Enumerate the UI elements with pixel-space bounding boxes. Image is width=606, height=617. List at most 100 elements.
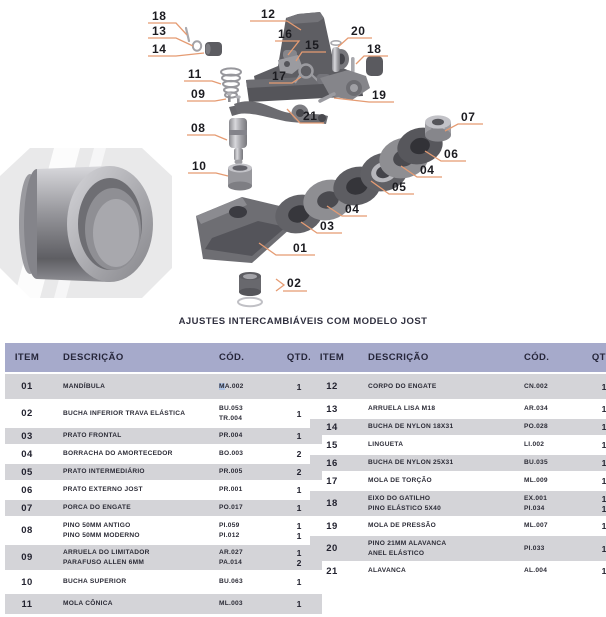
item-number: 15 — [326, 439, 338, 451]
part-code: CN.002 — [524, 382, 548, 390]
callout-10: 10 — [192, 159, 207, 173]
callout-08: 08 — [191, 121, 206, 135]
bushing-render — [19, 166, 153, 282]
item-number: 06 — [21, 484, 33, 496]
item-number: 03 — [21, 430, 33, 442]
metal-bushing-photo — [0, 146, 172, 300]
part-description: LINGUETA — [368, 441, 404, 448]
part-07-porca-engate — [425, 115, 451, 142]
part-description: ALAVANCA — [368, 567, 407, 574]
part-description: BUCHA SUPERIOR — [63, 578, 127, 585]
part-code: BO.003 — [219, 450, 244, 457]
table-row: 20 PINO 21MM ALAVANCA ANEL ELÁSTICO PI.0… — [310, 536, 606, 561]
part-qty: 1 — [296, 503, 302, 513]
exploded-view-diagram: 18 13 14 12 16 15 20 18 11 09 17 21 19 0… — [148, 7, 483, 308]
part-description: MOLA DE PRESSÃO — [368, 522, 436, 529]
part-description: MOLA CÔNICA — [63, 600, 113, 607]
item-number: 16 — [326, 457, 338, 469]
part-code: ML.007 — [524, 522, 548, 529]
table-header-row: ITEM DESCRIÇÃO CÓD. QTD. — [5, 343, 322, 372]
header-cod: CÓD. — [514, 343, 581, 372]
item-number: 12 — [326, 381, 338, 392]
part-qty: 1 — [601, 440, 606, 450]
callout-14: 14 — [152, 42, 167, 56]
part-description: BUCHA INFERIOR TRAVA ELÁSTICA — [63, 409, 186, 417]
part-description: PINO 21MM ALAVANCA ANEL ELÁSTICO — [368, 539, 447, 557]
part-description: BUCHA DE NYLON 18X31 — [368, 423, 454, 430]
part-description: CORPO DO ENGATE — [368, 382, 437, 390]
part-qty: 1 — [601, 422, 606, 432]
item-number: 20 — [326, 543, 338, 554]
part-code: AR.027 PA.014 — [219, 548, 243, 566]
callout-leader-lines — [148, 20, 483, 292]
parts-table-left: ITEM DESCRIÇÃO CÓD. QTD. 01 MANDÍBULA MA… — [5, 341, 322, 616]
part-18-pino-pequeno — [184, 26, 191, 43]
item-number: 11 — [21, 598, 33, 610]
item-number: 07 — [21, 502, 33, 514]
table-row: 01 MANDÍBULA MA.002 1 — [5, 374, 322, 399]
table-row: 06 PRATO EXTERNO JOST PR.001 1 — [5, 482, 322, 498]
callout-15: 15 — [305, 38, 320, 52]
selected-text: M — [219, 382, 225, 390]
table-row: 21 ALAVANCA AL.004 1 — [310, 563, 606, 579]
item-number: 08 — [21, 525, 33, 536]
part-code: BU.063 — [219, 578, 243, 585]
part-description: EIXO DO GATILHO PINO ELÁSTICO 5X40 — [368, 494, 442, 512]
part-qty: 1 — [296, 485, 302, 495]
part-qty: 1 — [601, 381, 606, 392]
part-qty: 1 — [296, 381, 302, 392]
table-row: 02 BUCHA INFERIOR TRAVA ELÁSTICA BU.053 … — [5, 401, 322, 426]
part-19-mola-pressao — [318, 92, 336, 103]
part-code: PO.028 — [524, 423, 548, 430]
part-description: PINO 50MM ANTIGO PINO 50MM MODERNO — [63, 521, 140, 539]
part-code: AR.034 — [524, 405, 548, 412]
part-02-bucha-inferior — [237, 272, 263, 308]
part-code: ML.009 — [524, 477, 548, 484]
part-description: MOLA DE TORÇÃO — [368, 477, 432, 484]
callout-07: 07 — [461, 110, 476, 124]
part-qty: 1 — [601, 566, 606, 576]
part-qty: 1 — [601, 543, 606, 554]
part-qty: 2 — [296, 449, 302, 459]
callout-09: 09 — [191, 87, 206, 101]
item-number: 21 — [326, 565, 338, 577]
item-number: 19 — [326, 520, 338, 532]
diagram-caption: AJUSTES INTERCAMBIÁVEIS COM MODELO JOST — [178, 316, 428, 327]
item-number: 17 — [326, 475, 338, 487]
callout-04: 04 — [345, 202, 360, 216]
table-row: 04 BORRACHA DO AMORTECEDOR BO.003 2 — [5, 446, 322, 462]
part-code: MA.002 — [219, 382, 244, 390]
part-code: BU.035 — [524, 459, 548, 466]
callout-12: 12 — [261, 7, 276, 21]
part-code: PR.005 — [219, 468, 243, 475]
table-row: 03 PRATO FRONTAL PR.004 1 — [5, 428, 322, 444]
table-row: 09 ARRUELA DO LIMITADOR PARAFUSO ALLEN 6… — [5, 545, 322, 570]
part-description: ARRUELA LISA M18 — [368, 405, 436, 412]
header-qtd: QTD. — [581, 343, 606, 372]
part-description: MANDÍBULA — [63, 382, 106, 390]
part-14-bucha-nylon — [205, 42, 222, 56]
part-01-mandibula — [196, 197, 291, 263]
header-desc: DESCRIÇÃO — [49, 343, 209, 372]
part-qty: 1 1 — [296, 520, 302, 541]
callout-01: 01 — [293, 241, 308, 255]
part-08-pino-50mm — [229, 118, 247, 165]
table-row: 05 PRATO INTERMEDIÁRIO PR.005 2 — [5, 464, 322, 480]
table-row: 11 MOLA CÔNICA ML.003 1 — [5, 594, 322, 614]
part-code: BU.053 TR.004 — [219, 404, 243, 422]
table-row: 10 BUCHA SUPERIOR BU.063 1 — [5, 572, 322, 592]
table-row: 13 ARRUELA LISA M18 AR.034 1 — [310, 401, 606, 417]
part-description: PRATO EXTERNO JOST — [63, 486, 143, 493]
table-row: 19 MOLA DE PRESSÃO ML.007 1 — [310, 518, 606, 534]
part-code: PR.001 — [219, 486, 243, 493]
table-row: 16 BUCHA DE NYLON 25X31 BU.035 1 — [310, 455, 606, 471]
part-qty: 1 — [296, 599, 302, 609]
part-10-bucha-superior — [228, 163, 252, 191]
part-20-pino-21mm — [330, 39, 342, 72]
callout-05: 05 — [392, 180, 407, 194]
table-row: 15 LINGUETA LI.002 1 — [310, 437, 606, 453]
header-desc: DESCRIÇÃO — [354, 343, 514, 372]
part-description: BUCHA DE NYLON 25X31 — [368, 459, 454, 466]
table-row: 08 PINO 50MM ANTIGO PINO 50MM MODERNO PI… — [5, 518, 322, 543]
